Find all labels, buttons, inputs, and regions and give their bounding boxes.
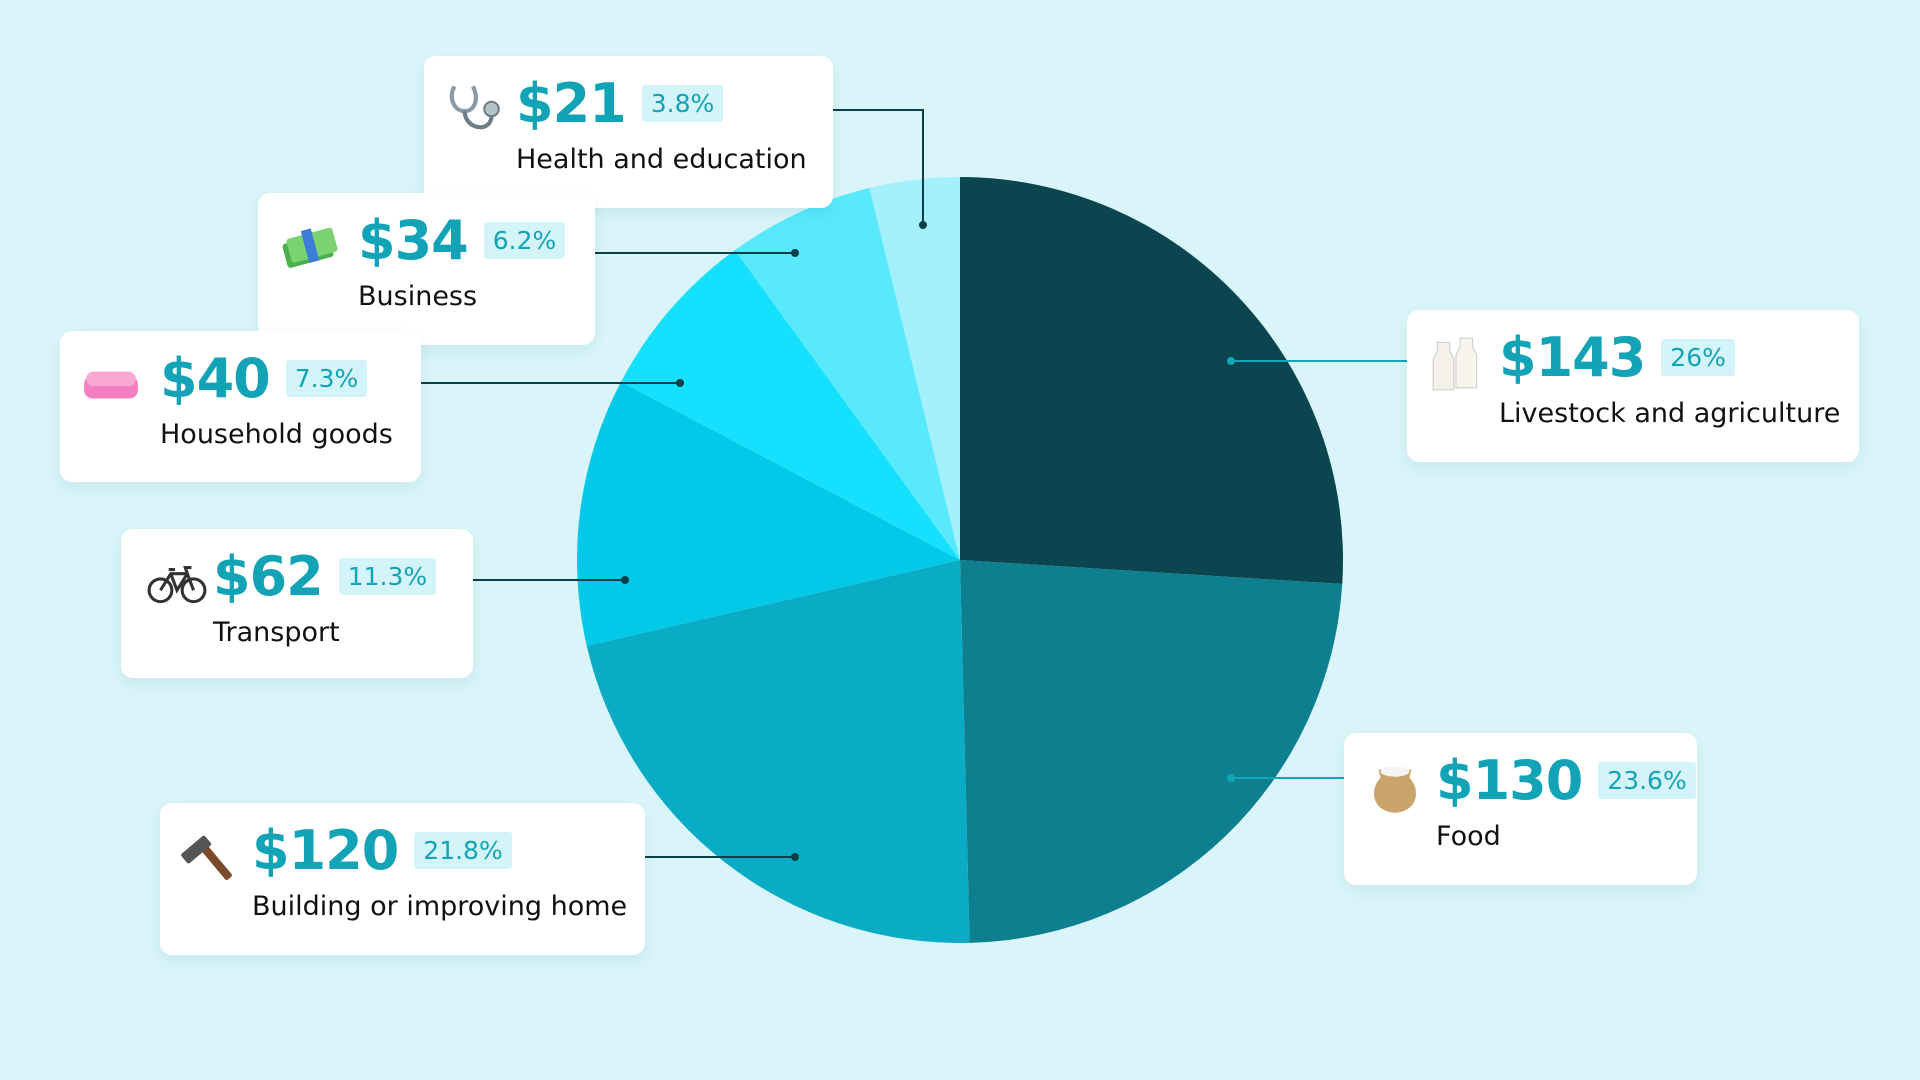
connector-dot	[1227, 357, 1235, 365]
bicycle-icon	[147, 565, 207, 604]
connector-lines	[421, 109, 1407, 858]
slice-percent: 3.8%	[641, 84, 724, 122]
milk-bottles-icon	[1432, 337, 1478, 391]
soap-icon	[84, 371, 138, 399]
slice-percent: 23.6%	[1598, 761, 1696, 799]
connector-dot	[1227, 774, 1235, 782]
slice-amount: $130	[1436, 748, 1583, 812]
slice-label: Transport	[213, 617, 340, 648]
label-card-building: $120 21.8% Building or improving home	[160, 803, 645, 955]
slice-amount: $143	[1499, 325, 1646, 389]
slice-label: Household goods	[160, 419, 393, 450]
slice-label: Business	[358, 281, 478, 312]
pie-slice-building-or-improving-home	[586, 560, 970, 943]
slice-percent: 11.3%	[338, 557, 437, 595]
pie-slice-livestock-and-agriculture	[960, 177, 1343, 585]
slice-label: Food	[1436, 821, 1501, 852]
connector-dot	[676, 379, 684, 387]
pie-slice-business	[734, 187, 960, 560]
slice-amount: $62	[213, 544, 324, 608]
pie-slice-health-and-education	[869, 177, 960, 560]
label-card-livestock: $143 26% Livestock and agriculture	[1407, 310, 1859, 462]
pie-slice-household-goods	[620, 250, 960, 560]
connector-dot	[791, 853, 799, 861]
money-stack-icon	[282, 227, 338, 268]
label-card-food: $130 23.6% Food	[1344, 733, 1697, 885]
slice-percent: 21.8%	[414, 831, 512, 869]
label-card-business: $34 6.2% Business	[258, 193, 595, 345]
label-card-health: $21 3.8% Health and education	[424, 56, 833, 208]
slice-amount: $34	[358, 208, 469, 272]
pie-slice-transport	[577, 381, 960, 646]
slice-percent: 6.2%	[483, 221, 566, 259]
stethoscope-icon	[449, 85, 500, 130]
label-card-household: $40 7.3% Household goods	[60, 331, 421, 482]
hammer-icon	[181, 835, 232, 880]
connector-health	[833, 109, 924, 225]
slice-amount: $21	[516, 71, 627, 135]
grain-sack-icon	[1374, 766, 1416, 813]
slice-percent: 26%	[1661, 338, 1735, 376]
connector-dot	[791, 249, 799, 257]
slice-label: Health and education	[516, 144, 807, 175]
slice-percent: 7.3%	[285, 359, 368, 397]
connector-dot	[919, 221, 927, 229]
pie-slice-food	[960, 560, 1343, 943]
label-card-transport: $62 11.3% Transport	[121, 529, 473, 678]
slice-label: Building or improving home	[252, 891, 628, 922]
slice-amount: $40	[160, 346, 271, 410]
slice-amount: $120	[252, 818, 399, 882]
connector-dot	[621, 576, 629, 584]
slice-label: Livestock and agriculture	[1499, 398, 1841, 429]
